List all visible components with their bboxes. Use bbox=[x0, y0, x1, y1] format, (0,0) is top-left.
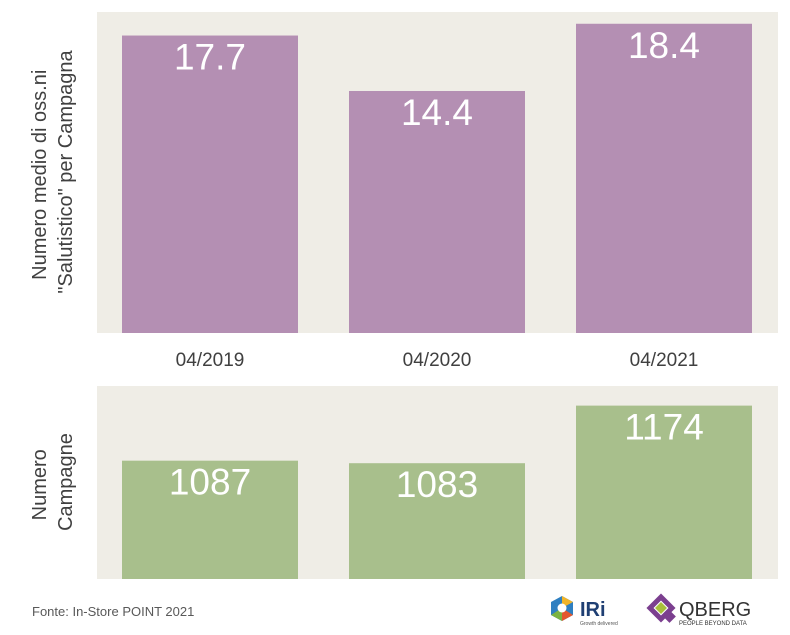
bottom-chart-bar-1 bbox=[122, 460, 298, 579]
bottom-chart: Numero Campagne 1087 1083 1174 bbox=[29, 386, 778, 579]
logos-area: IRi Growth delivered QBERG PEOPLE BEYOND… bbox=[548, 592, 788, 630]
iri-logo-tagline: Growth delivered bbox=[580, 621, 618, 627]
top-chart-y-axis-label-line-1: Numero medio di oss.ni bbox=[29, 70, 51, 280]
bottom-chart-value-label-3: 1174 bbox=[624, 407, 704, 448]
top-chart-y-axis-label: Numero medio di oss.ni "Salutistico" per… bbox=[29, 50, 77, 294]
top-chart-bar-1 bbox=[122, 35, 298, 333]
bottom-chart-value-label-2: 1083 bbox=[396, 464, 478, 505]
category-tick-label-2: 04/2020 bbox=[403, 350, 472, 371]
bottom-chart-bar-3 bbox=[576, 405, 752, 579]
bottom-chart-value-label-1: 1087 bbox=[169, 462, 251, 503]
category-tick-label-3: 04/2021 bbox=[630, 350, 699, 371]
top-chart-bars: 17.7 04/2019 14.4 04/2020 18.4 04/2021 bbox=[122, 23, 752, 371]
bottom-chart-bar-2 bbox=[349, 463, 525, 579]
top-chart-value-label-2: 14.4 bbox=[401, 92, 473, 133]
category-tick-label-1: 04/2019 bbox=[176, 350, 245, 371]
iri-logo-icon bbox=[551, 596, 573, 621]
top-chart-value-label-3: 18.4 bbox=[628, 25, 700, 66]
qberg-logo-tagline: PEOPLE BEYOND DATA bbox=[679, 621, 747, 627]
bottom-chart-y-axis-label-line-2: Campagne bbox=[55, 433, 77, 531]
bottom-chart-y-axis-label: Numero Campagne bbox=[29, 433, 77, 531]
top-chart-bar-2 bbox=[349, 90, 525, 333]
top-chart: Numero medio di oss.ni "Salutistico" per… bbox=[29, 12, 778, 371]
top-chart-bar-3 bbox=[576, 23, 752, 333]
bottom-chart-bars: 1087 1083 1174 bbox=[122, 405, 752, 579]
top-chart-y-axis-label-line-2: "Salutistico" per Campagna bbox=[55, 50, 77, 294]
source-note: Fonte: In-Store POINT 2021 bbox=[32, 604, 195, 619]
qberg-logo-icon bbox=[646, 593, 676, 623]
iri-logo-name: IRi bbox=[580, 599, 606, 621]
bottom-chart-y-axis-label-line-1: Numero bbox=[29, 449, 51, 520]
qberg-logo-name: QBERG bbox=[679, 599, 751, 621]
top-chart-value-label-1: 17.7 bbox=[174, 37, 246, 78]
